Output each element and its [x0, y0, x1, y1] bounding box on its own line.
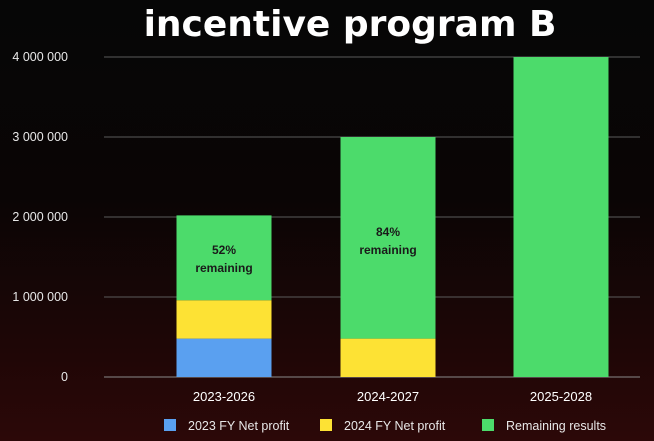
legend-swatch [320, 419, 332, 431]
x-tick-label: 2024-2027 [357, 389, 419, 404]
y-axis-ticks: 0 1 000 000 2 000 000 3 000 000 4 000 000 [12, 50, 68, 384]
y-tick-label: 4 000 000 [12, 50, 68, 64]
legend: 2023 FY Net profit 2024 FY Net profit Rema… [164, 419, 606, 433]
x-tick-label: 2025-2028 [530, 389, 592, 404]
bar-segment [340, 137, 436, 339]
y-tick-label: 2 000 000 [12, 210, 68, 224]
x-axis-ticks: 2023-2026 2024-2027 2025-2028 [193, 389, 592, 404]
legend-label: 2023 FY Net profit [188, 419, 290, 433]
bar-segment [513, 57, 609, 377]
y-tick-label: 0 [61, 370, 68, 384]
legend-label: 2024 FY Net profit [344, 419, 446, 433]
y-tick-label: 3 000 000 [12, 130, 68, 144]
bar-segment [340, 338, 436, 377]
legend-swatch [482, 419, 494, 431]
x-tick-label: 2023-2026 [193, 389, 255, 404]
legend-swatch [164, 419, 176, 431]
bar-annotation: 52% [212, 243, 236, 257]
legend-label: Remaining results [506, 419, 606, 433]
annotations: 52% remaining 84% remaining [195, 225, 416, 275]
bar-segment [176, 338, 272, 377]
bar-annotation: remaining [359, 243, 416, 257]
bar-annotation: 84% [376, 225, 400, 239]
bar-annotation: remaining [195, 261, 252, 275]
bar-segment [176, 300, 272, 339]
chart-title: incentive program B [144, 4, 557, 45]
y-tick-label: 1 000 000 [12, 290, 68, 304]
bar-segment [176, 215, 272, 301]
bars [176, 57, 609, 377]
